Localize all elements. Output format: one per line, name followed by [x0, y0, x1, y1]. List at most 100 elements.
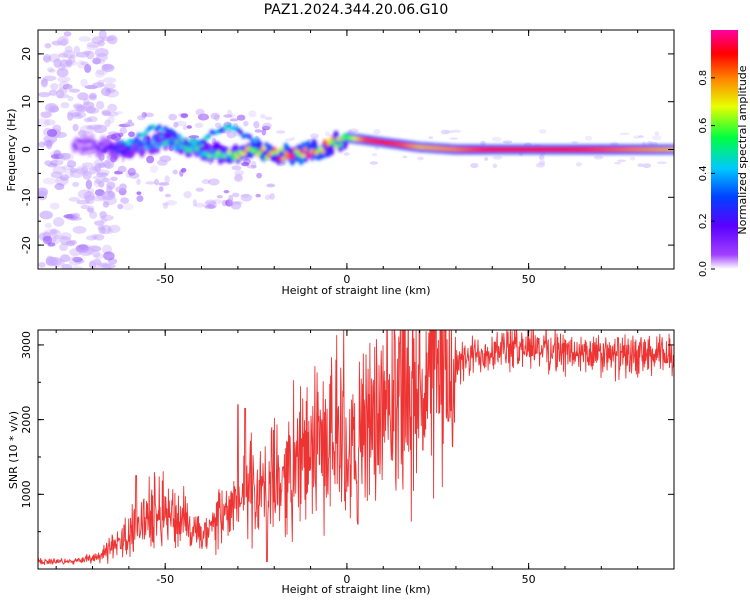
spectrogram-noise-blob — [102, 201, 110, 208]
spectrogram-noise-blob — [253, 121, 260, 129]
spectrogram-noise-blob — [128, 131, 135, 138]
spectrogram-cell — [296, 152, 302, 158]
spectrogram-noise-blob — [96, 172, 109, 178]
spectrogram-cell — [186, 141, 191, 147]
snr-y-tick-label: 1000 — [20, 480, 33, 508]
spectrogram-noise-blob — [106, 34, 118, 45]
spectrogram-noise-blob — [254, 129, 263, 133]
spectrogram-noise-blob — [49, 229, 61, 237]
spectrogram-noise-blob — [119, 127, 127, 135]
spectrogram-noise-blob — [84, 64, 92, 73]
spectrogram-noise-blob — [44, 160, 53, 166]
spectrogram-noise-blob — [194, 202, 205, 208]
spectrogram-noise-blob — [59, 254, 71, 262]
spectrogram-noise-blob — [100, 218, 108, 223]
spectrogram-cell — [157, 124, 162, 130]
spectrogram-noise-blob — [264, 116, 273, 121]
spectrogram-noise-blob — [98, 180, 105, 188]
spectrogram-noise-blob — [324, 131, 330, 137]
spectrogram-noise-blob — [92, 57, 102, 65]
spectrogram-cell — [131, 139, 136, 145]
spectrogram-noise-blob — [42, 55, 49, 62]
spectrogram-cell — [283, 150, 289, 156]
spectrogram-noise-blob — [53, 58, 62, 68]
spectrogram-noise-blob — [53, 217, 65, 227]
colorbar-tick-label: 0.6 — [698, 118, 709, 134]
spectrogram-noise-blob — [119, 183, 127, 192]
spectrogram-noise-blob — [56, 93, 70, 99]
spectrogram-noise-blob — [65, 53, 78, 59]
snr-y-ticks: 1000 2000 3000 — [20, 331, 674, 533]
spectrogram-noise-blob — [227, 109, 232, 117]
snr-x-tick-label: -50 — [156, 573, 174, 586]
spectrogram-noise-blob — [59, 152, 67, 162]
spectrogram-noise-blob — [81, 162, 94, 167]
spectrogram-y-tick-label: 20 — [20, 47, 33, 61]
spectrogram-noise-blob — [105, 88, 116, 93]
spectrogram-cell — [83, 139, 88, 145]
colorbar-tick-label: 0.2 — [698, 213, 709, 229]
spectrogram-cell — [133, 137, 139, 142]
spectrogram-noise-blob — [94, 69, 105, 78]
spectrogram-noise-blob — [100, 87, 112, 97]
spectrogram-cell — [207, 153, 212, 159]
spectrogram-noise-blob — [92, 175, 107, 180]
spectrogram-noise-blob — [208, 178, 220, 186]
spectrogram-noise-blob — [136, 178, 141, 185]
spectrogram-noise-blob — [86, 207, 94, 213]
spectrogram-noise-blob — [502, 140, 513, 144]
colorbar: 0.0 0.2 0.4 0.6 0.8 Normalized spectral ampl… — [698, 30, 749, 277]
spectrogram-noise-blob — [181, 167, 187, 173]
spectrogram-noise-blob — [79, 250, 93, 256]
spectrogram-noise-blob — [637, 163, 644, 168]
spectrogram-noise-blob — [223, 114, 233, 118]
spectrogram-noise-blob — [89, 165, 97, 175]
spectrogram-noise-blob — [343, 152, 350, 156]
spectrogram-noise-blob — [91, 166, 101, 172]
spectrogram-noise-blob — [71, 265, 83, 269]
spectrogram-noise-blob — [72, 123, 79, 132]
spectrogram-noise-blob — [250, 160, 257, 169]
spectrogram-noise-blob — [73, 45, 81, 55]
spectrogram-noise-blob — [172, 169, 178, 175]
spectrogram-noise-blob — [97, 40, 105, 47]
snr-x-tick-label: 0 — [343, 573, 350, 586]
spectrogram-noise-blob — [451, 129, 462, 133]
spectrogram-noise-blob — [256, 172, 263, 179]
spectrogram-cell — [170, 137, 175, 142]
spectrogram-cell — [172, 144, 177, 150]
spectrogram-noise-blob — [77, 92, 89, 101]
spectrogram-noise-blob — [369, 161, 379, 165]
spectrogram-noise-blob — [45, 256, 58, 267]
spectrogram-noise-blob — [42, 235, 53, 245]
spectrogram-noise-blob — [154, 178, 159, 186]
spectrogram-noise-blob — [204, 199, 217, 206]
spectrogram-noise-blob — [52, 234, 61, 245]
spectrogram-noise-blob — [47, 242, 56, 247]
spectrogram-x-tick-label: -50 — [156, 273, 174, 286]
spectrogram-noise-blob — [70, 216, 82, 221]
spectrogram-noise-blob — [216, 194, 223, 199]
spectrogram-cell — [270, 150, 275, 156]
spectrogram-noise-blob — [77, 189, 92, 200]
spectrogram-y-tick-label: 10 — [20, 95, 33, 109]
spectrogram-noise-blob — [40, 78, 48, 88]
spectrogram-noise-blob — [575, 162, 583, 167]
spectrogram-noise-blob — [228, 113, 236, 119]
spectrogram-noise-blob — [98, 226, 106, 234]
spectrogram-cell — [206, 133, 212, 139]
spectrogram-cell — [142, 131, 148, 137]
spectrogram-background-blobs — [38, 30, 667, 269]
spectrogram-noise-blob — [127, 119, 133, 124]
spectrogram-cell — [238, 130, 243, 135]
spectrogram-noise-blob — [67, 109, 81, 118]
spectrogram-noise-blob — [260, 114, 266, 119]
spectrogram-noise-blob — [638, 135, 644, 138]
spectrogram-cell — [144, 144, 149, 150]
spectrogram-noise-blob — [93, 253, 104, 259]
spectrogram-noise-blob — [100, 262, 112, 269]
snr-y-tick-label: 3000 — [20, 331, 33, 359]
spectrogram-noise-blob — [164, 193, 171, 198]
spectrogram-noise-blob — [228, 194, 234, 203]
